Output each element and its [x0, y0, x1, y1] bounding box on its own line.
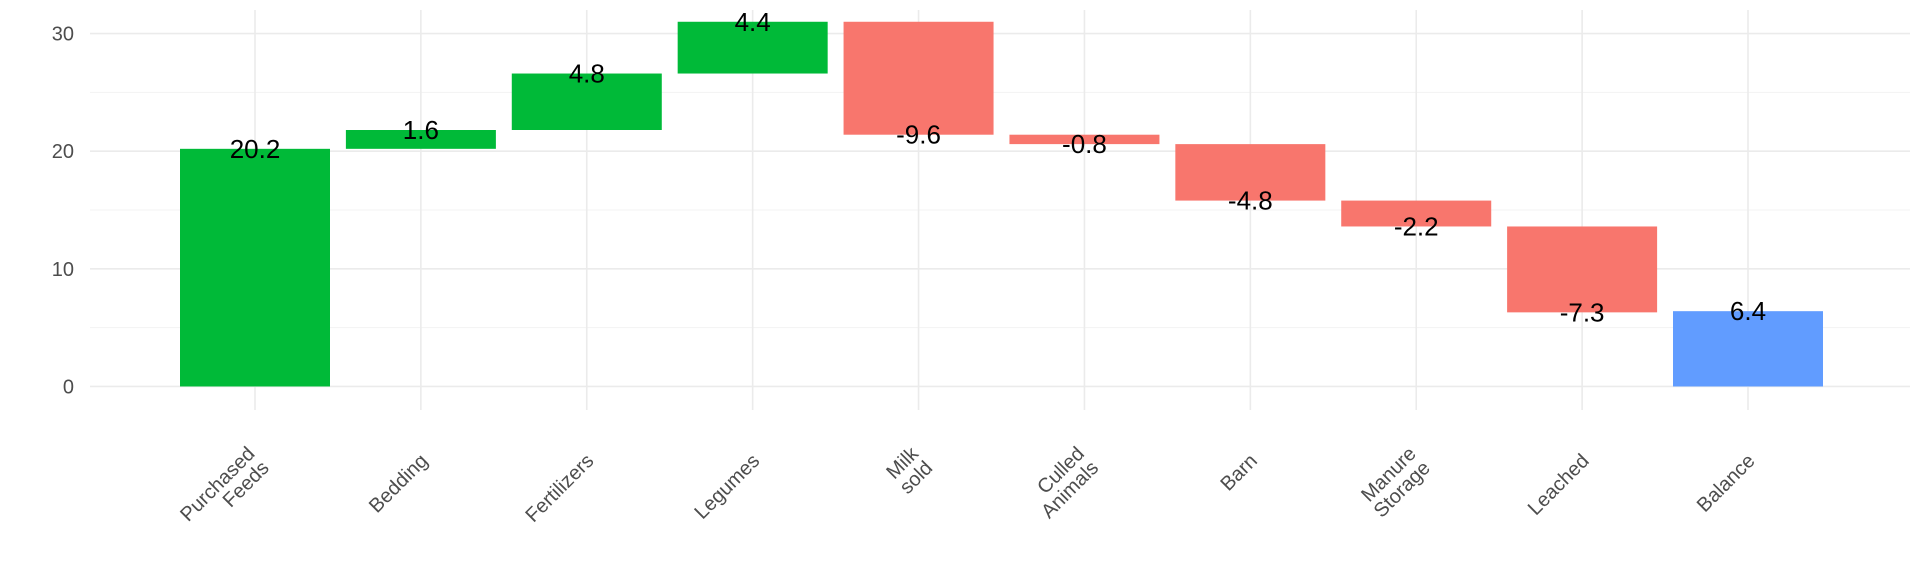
- waterfall-bar: [677, 21, 828, 74]
- y-tick-label: 20: [52, 141, 74, 163]
- waterfall-bar: [1009, 134, 1160, 145]
- data-label: -4.8: [1228, 186, 1273, 216]
- x-tick-label: Bedding: [365, 450, 432, 517]
- x-tick-label: Legumes: [690, 450, 764, 524]
- waterfall-bar: [511, 73, 662, 130]
- data-labels: 20.2 1.6 4.8 4.4 -9.6 -0.8 -4.8 -2.2 -7.3 6.4: [230, 7, 1766, 328]
- y-axis: 0 10 20 30: [52, 24, 74, 399]
- y-tick-label: 10: [52, 259, 74, 281]
- data-label: -9.6: [896, 120, 941, 150]
- data-label: -7.3: [1560, 297, 1605, 327]
- x-tick-label: ManureStorage: [1356, 443, 1435, 522]
- x-tick-label: PurchasedFeeds: [176, 443, 273, 540]
- data-label: 20.2: [230, 134, 281, 164]
- bars: [180, 21, 1823, 387]
- waterfall-bar: [843, 21, 994, 135]
- data-label: 4.8: [569, 59, 605, 89]
- x-tick-label: CulledAnimals: [1023, 443, 1103, 523]
- data-label: 1.6: [403, 115, 439, 145]
- waterfall-bar: [1341, 200, 1492, 227]
- x-axis: PurchasedFeeds Bedding Fertilizers Legumes M…: [176, 442, 1760, 540]
- grid: [90, 10, 1910, 410]
- x-tick-label: Barn: [1216, 450, 1261, 495]
- x-tick-label: Milksold: [882, 442, 938, 498]
- x-tick-label: Leached: [1524, 450, 1594, 520]
- x-tick-label: Fertilizers: [521, 450, 598, 527]
- data-label: -0.8: [1062, 129, 1107, 159]
- y-tick-label: 0: [63, 376, 74, 398]
- y-tick-label: 30: [52, 24, 74, 46]
- waterfall-bar: [345, 130, 496, 149]
- data-label: 4.4: [735, 7, 771, 37]
- data-label: 6.4: [1730, 296, 1766, 326]
- x-tick-label: Balance: [1693, 450, 1760, 517]
- data-label: -2.2: [1394, 211, 1439, 241]
- waterfall-bar: [1507, 226, 1658, 313]
- waterfall-bar: [1175, 144, 1326, 201]
- waterfall-bar: [180, 148, 330, 387]
- waterfall-bar: [1673, 311, 1823, 387]
